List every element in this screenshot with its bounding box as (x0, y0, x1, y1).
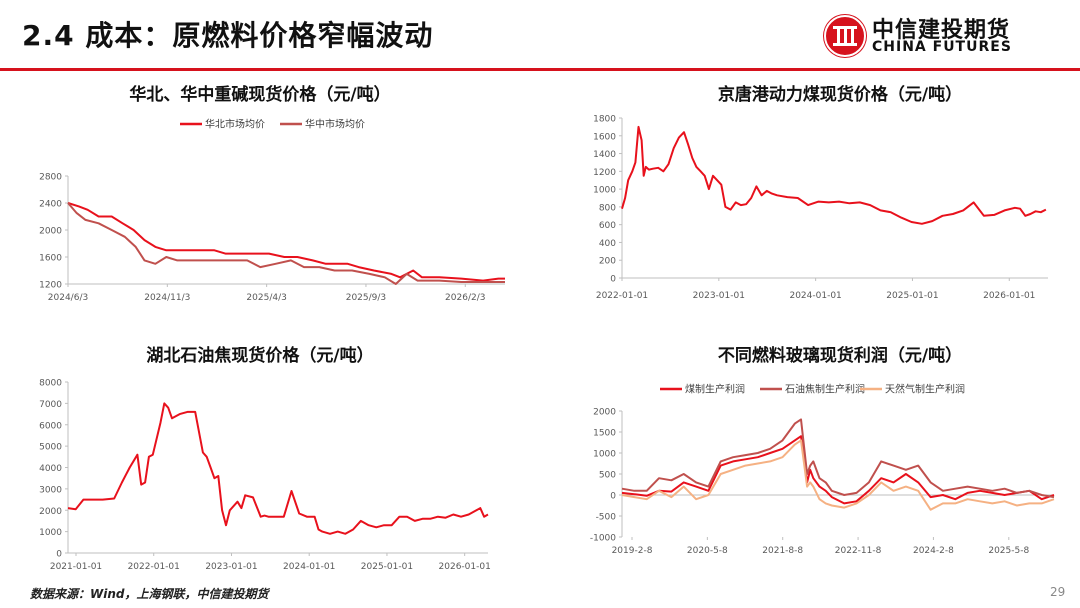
x-tick-label: 2021-01-01 (50, 562, 102, 572)
y-tick-label: 2400 (39, 200, 62, 210)
y-tick-label: 1200 (39, 281, 62, 291)
chart4-title: 不同燃料玻璃现货利润（元/吨） (717, 346, 963, 366)
y-tick-label: 1000 (39, 528, 62, 538)
series-line-2 (67, 202, 505, 285)
x-tick-label: 2024-01-01 (789, 291, 841, 301)
x-tick-label: 2024-2-8 (913, 546, 954, 556)
y-tick-label: 600 (599, 221, 616, 231)
legend-label: 煤制生产利润 (685, 383, 745, 396)
legend-label: 华中市场均价 (305, 118, 365, 131)
chart1-title: 华北、华中重碱现货价格（元/吨） (129, 85, 391, 105)
y-tick-label: 6000 (39, 421, 62, 431)
y-tick-label: 0 (610, 275, 616, 285)
y-tick-label: 1600 (593, 132, 616, 142)
chart3-petroleum-coke-price: 0 1000 2000 3000 4000 5000 6000 7000 8000 2021-01… (39, 379, 491, 573)
y-tick-label: 1200 (593, 168, 616, 178)
y-tick-label: 500 (599, 471, 616, 481)
x-tick-label: 2025-01-01 (361, 562, 413, 572)
x-tick-label: 2024-01-01 (283, 562, 335, 572)
series-line-3 (621, 439, 1055, 511)
y-tick-label: 3000 (39, 485, 62, 495)
chart1-soda-ash-price: 1200 1600 2000 2400 2800 2024/6/3 2024/11/3 202… (39, 118, 505, 303)
y-tick-label: -1000 (590, 534, 616, 544)
y-tick-label: 1000 (593, 186, 616, 196)
y-tick-label: 5000 (39, 443, 62, 453)
series-line-1 (67, 402, 489, 535)
y-tick-label: 800 (599, 203, 616, 213)
chart2-title: 京唐港动力煤现货价格（元/吨） (717, 85, 963, 105)
logo-company-name-en: CHINA FUTURES (872, 39, 1012, 55)
x-tick-label: 2024/11/3 (144, 293, 190, 303)
series-line-1 (67, 202, 505, 282)
y-tick-label: 1600 (39, 254, 62, 264)
x-tick-label: 2023-01-01 (693, 291, 745, 301)
series-line-1 (621, 435, 1055, 505)
y-tick-label: 200 (599, 257, 616, 267)
x-tick-label: 2022-11-8 (835, 546, 882, 556)
x-tick-label: 2020-5-8 (687, 546, 728, 556)
y-tick-label: 2800 (39, 173, 62, 183)
x-tick-label: 2022-01-01 (128, 562, 180, 572)
legend-label: 石油焦制生产利润 (785, 383, 865, 396)
x-tick-label: 2026-01-01 (983, 291, 1035, 301)
chart3-title: 湖北石油焦现货价格（元/吨） (146, 346, 374, 366)
legend-label: 天然气制生产利润 (885, 383, 965, 396)
y-tick-label: 2000 (39, 507, 62, 517)
x-tick-label: 2025-5-8 (988, 546, 1029, 556)
x-tick-label: 2025/9/3 (346, 293, 386, 303)
y-tick-label: 0 (610, 492, 616, 502)
x-tick-label: 2025-01-01 (886, 291, 938, 301)
company-logo-icon (823, 14, 867, 58)
y-tick-label: 2000 (593, 408, 616, 418)
y-tick-label: 2000 (39, 227, 62, 237)
y-tick-label: -500 (596, 513, 617, 523)
x-tick-label: 2026/2/3 (445, 293, 485, 303)
series-line-2 (621, 418, 1055, 499)
x-tick-label: 2024/6/3 (48, 293, 88, 303)
x-tick-label: 2023-01-01 (205, 562, 257, 572)
x-tick-label: 2026-01-01 (439, 562, 491, 572)
x-tick-label: 2021-8-8 (762, 546, 803, 556)
chart4-glass-profit: -1000 -500 0 500 1000 1500 2000 2019-2-8 2020-5-… (590, 383, 1055, 556)
chart2-thermal-coal-price: 0 200 400 600 800 1000 1200 1400 1600 1800 2022-01… (593, 115, 1048, 301)
legend-label: 华北市场均价 (205, 118, 265, 131)
y-tick-label: 1800 (593, 115, 616, 125)
x-tick-label: 2019-2-8 (612, 546, 653, 556)
y-tick-label: 1400 (593, 150, 616, 160)
x-tick-label: 2025/4/3 (246, 293, 286, 303)
y-tick-label: 4000 (39, 464, 62, 474)
page-number: 29 (1050, 585, 1066, 599)
y-tick-label: 0 (56, 550, 62, 560)
y-tick-label: 1000 (593, 450, 616, 460)
y-tick-label: 400 (599, 239, 616, 249)
y-tick-label: 1500 (593, 429, 616, 439)
header-divider (0, 68, 1080, 71)
logo-company-name: 中信建投期货 (872, 18, 1011, 43)
y-tick-label: 7000 (39, 400, 62, 410)
x-tick-label: 2022-01-01 (596, 291, 648, 301)
page-title: 2.4 成本：原燃料价格窄幅波动 (22, 19, 434, 52)
y-tick-label: 8000 (39, 379, 62, 389)
series-line-1 (621, 125, 1047, 225)
data-source-note: 数据来源：Wind，上海钢联，中信建投期货 (30, 587, 269, 601)
